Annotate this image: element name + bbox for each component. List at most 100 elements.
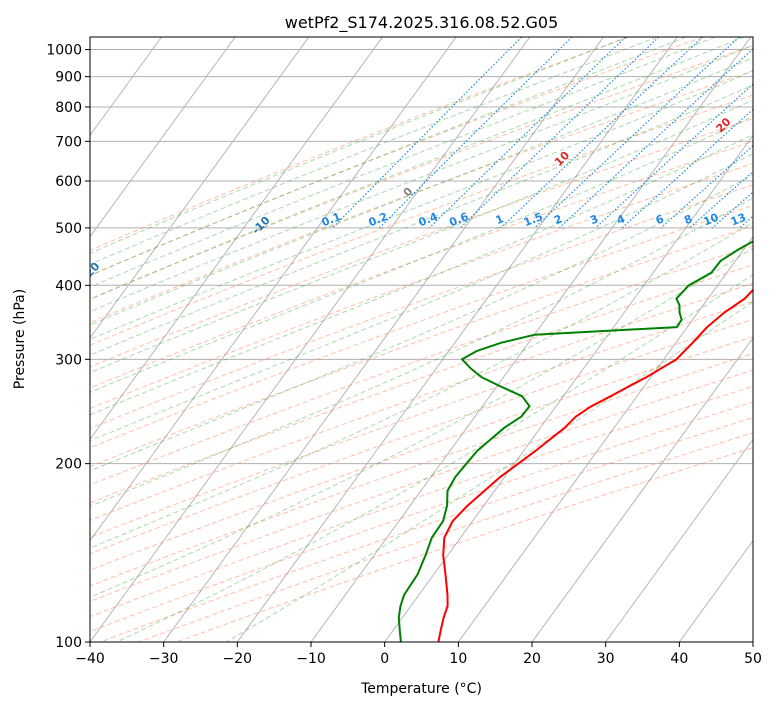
dry-adiabat-label: 10	[552, 148, 572, 168]
moist-adiabat-line	[90, 153, 753, 442]
mixing-ratio-line	[689, 170, 753, 229]
dry-adiabat-line	[90, 336, 753, 571]
x-axis-label: Temperature (°C)	[360, 681, 482, 697]
dry-adiabat-label: 20	[714, 115, 734, 135]
mixing-ratio-line	[739, 215, 753, 229]
isotherm-line	[90, 37, 310, 339]
mixing-ratio-line	[332, 37, 523, 229]
moist-adiabat-line	[90, 44, 753, 313]
plot-grid	[90, 37, 775, 642]
mixing-ratio-line	[621, 108, 753, 229]
x-tick-label: −20	[223, 651, 253, 667]
dry-adiabat-line	[90, 37, 704, 276]
moist-adiabat-line	[90, 115, 753, 393]
isotherm-line	[384, 134, 753, 642]
x-tick-label: 40	[670, 651, 688, 667]
dry-adiabat-line	[90, 353, 753, 587]
x-tick-label: 10	[449, 651, 467, 667]
isotherm-line	[310, 37, 752, 642]
mixing-ratio-line	[459, 37, 660, 229]
plot-series: -100-90-80-70-60-50-40-30-20-10010203040…	[79, 115, 770, 642]
mixing-ratio-label: 6	[654, 212, 666, 227]
mixing-ratio-label: 1	[494, 212, 506, 227]
dry-adiabat-line	[90, 369, 753, 602]
y-tick-label: 100	[55, 635, 82, 651]
isotherm-line	[752, 641, 753, 642]
y-tick-label: 400	[55, 278, 82, 294]
mixing-ratio-line	[428, 37, 627, 229]
moist-adiabat-line	[90, 57, 753, 326]
moist-adiabat-line	[90, 37, 658, 265]
mixing-ratio-label: 0.4	[417, 210, 440, 229]
x-tick-label: −40	[75, 651, 105, 667]
x-tick-label: 30	[597, 651, 615, 667]
y-tick-label: 300	[55, 352, 82, 368]
mixing-ratio-label: 4	[615, 212, 627, 227]
mixing-ratio-line	[558, 48, 753, 229]
x-tick-label: 50	[744, 651, 762, 667]
x-tick-label: 20	[523, 651, 541, 667]
isotherm-line	[90, 37, 457, 542]
moist-adiabat-line	[90, 37, 716, 288]
x-tick-label: −30	[149, 651, 179, 667]
dry-adiabat-line	[90, 162, 753, 410]
mixing-ratio-label: 16	[751, 211, 770, 229]
mixing-ratio-label: 8	[682, 212, 694, 227]
y-axis-label: Pressure (hPa)	[12, 289, 28, 389]
dewpoint-series	[397, 240, 753, 642]
dry-adiabat-line	[90, 37, 629, 251]
dry-adiabat-label: -10	[249, 214, 272, 237]
y-tick-label: 800	[55, 100, 82, 116]
mixing-ratio-label: 0.1	[320, 210, 343, 229]
moist-adiabat-line	[90, 84, 753, 356]
x-tick-label: 0	[380, 651, 389, 667]
isotherm-line	[90, 37, 531, 642]
mixing-ratio-label: 13	[729, 211, 748, 229]
isotherm-line	[605, 438, 753, 642]
moist-adiabat-line	[90, 70, 753, 340]
mixing-ratio-label: 10	[701, 211, 720, 229]
isotherm-line	[236, 37, 678, 642]
dry-adiabat-line	[100, 417, 753, 642]
y-tick-label: 900	[55, 70, 82, 86]
mixing-ratio-label: 0.2	[367, 210, 390, 229]
y-tick-label: 700	[55, 134, 82, 150]
moist-adiabat-line	[90, 37, 687, 277]
isotherm-line	[531, 337, 753, 642]
mixing-ratio-line	[762, 37, 775, 228]
moist-adiabat-line	[226, 301, 753, 642]
moist-adiabat-line	[90, 133, 753, 416]
dry-adiabat-label: -20	[79, 260, 102, 283]
y-tick-label: 600	[55, 174, 82, 190]
y-tick-label: 1000	[46, 43, 82, 59]
dry-adiabat-line	[90, 94, 753, 346]
moist-adiabat-line	[90, 37, 745, 300]
mixing-ratio-label: 2	[552, 212, 564, 227]
mixing-ratio-label: 3	[588, 212, 600, 227]
x-tick-label: −10	[296, 651, 326, 667]
y-tick-label: 200	[55, 457, 82, 473]
plot-axes: −40 −30 −20 −10 0 10 20 30 40 50 1000 900 800 700 600 5…	[46, 43, 762, 667]
dry-adiabat-line	[90, 184, 753, 430]
mixing-ratio-label: 1.5	[522, 210, 545, 229]
y-tick-label: 500	[55, 221, 82, 237]
isotherm-line	[457, 235, 753, 642]
dry-adiabat-line	[90, 385, 753, 618]
mixing-ratio-line	[378, 37, 573, 229]
dry-adiabat-line	[90, 45, 753, 300]
dry-adiabat-line	[90, 318, 753, 555]
moist-adiabat-line	[90, 221, 753, 549]
dry-adiabat-line	[90, 70, 753, 324]
isotherm-line	[90, 37, 236, 238]
moist-adiabat-line	[90, 197, 753, 507]
chart-title: wetPf2_S174.2025.316.08.52.G05	[285, 13, 559, 33]
moist-adiabat-line	[90, 37, 628, 254]
dry-adiabat-line	[90, 118, 753, 368]
mixing-ratio-line	[500, 37, 704, 229]
isotherm-line	[163, 37, 604, 642]
temperature-series	[437, 288, 753, 642]
mixing-ratio-line	[595, 83, 753, 229]
isotherm-line	[90, 37, 383, 441]
moist-adiabat-line	[116, 274, 753, 642]
